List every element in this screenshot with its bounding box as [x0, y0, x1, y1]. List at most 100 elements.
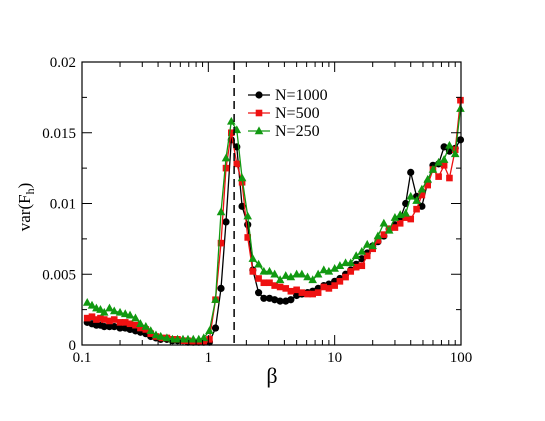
data-point [314, 289, 322, 296]
data-point [374, 236, 382, 244]
legend-label: N=1000 [275, 87, 328, 104]
data-point [260, 279, 268, 287]
data-point [424, 181, 431, 189]
data-point [309, 290, 316, 298]
data-point [110, 323, 118, 331]
tick-labels: 0.1 1 10 100 0 0.005 0.01 0.015 0.02 [42, 55, 472, 366]
y-tick-label: 0.01 [50, 197, 76, 213]
data-point [346, 258, 356, 267]
y-axis-label-base: var(F [15, 194, 34, 231]
data-point [126, 320, 134, 328]
data-point [109, 306, 119, 315]
legend-marker [255, 109, 263, 117]
series-line [86, 108, 462, 340]
data-point [440, 143, 448, 151]
data-point [287, 287, 295, 295]
data-point [271, 282, 278, 289]
data-point [380, 231, 388, 238]
series-n-500 [83, 96, 464, 346]
data-point [100, 323, 108, 331]
data-point [270, 269, 279, 278]
data-point [435, 173, 442, 180]
data-point [88, 313, 96, 320]
data-point [401, 208, 411, 217]
data-point [336, 278, 344, 285]
data-point [121, 319, 129, 326]
data-point [417, 184, 427, 193]
data-point [100, 316, 108, 323]
data-point [357, 247, 367, 255]
y-tick-label: 0 [69, 338, 77, 354]
data-point [266, 279, 273, 287]
data-point [222, 164, 230, 172]
data-point [303, 272, 312, 281]
data-point [390, 213, 400, 221]
legend-marker [254, 126, 264, 135]
y-tick-label: 0.015 [42, 126, 76, 142]
data-point [259, 266, 269, 275]
data-point [115, 307, 125, 316]
data-point [406, 191, 416, 200]
x-tick-label: 100 [450, 350, 473, 366]
data-point [373, 231, 383, 240]
data-point [120, 309, 130, 318]
tick-marks [81, 61, 462, 346]
data-point [87, 300, 97, 309]
data-point [221, 153, 231, 162]
data-point [200, 338, 208, 346]
data-point [228, 129, 235, 137]
data-point [450, 149, 460, 158]
data-point [308, 275, 317, 284]
data-point [126, 325, 134, 334]
data-point [298, 289, 306, 296]
data-point [260, 294, 268, 302]
data-point [331, 282, 338, 289]
data-point [423, 174, 432, 183]
data-point [407, 215, 415, 223]
legend-item: N=500 [248, 105, 320, 122]
data-point [254, 259, 263, 268]
data-point [255, 275, 262, 282]
data-point [282, 285, 290, 292]
legend-item: N=250 [248, 123, 320, 140]
data-point [199, 333, 209, 342]
data-point [439, 155, 449, 163]
data-point [83, 314, 91, 322]
data-point [233, 160, 241, 168]
data-point [248, 254, 258, 262]
data-point [227, 116, 236, 125]
data-point [286, 272, 296, 281]
data-point [97, 314, 104, 322]
data-point [217, 239, 225, 247]
data-point [188, 334, 198, 343]
data-point [271, 296, 279, 304]
data-point [151, 330, 161, 339]
series-n-250 [82, 104, 465, 343]
legend-marker [255, 91, 263, 99]
data-point [446, 174, 453, 182]
data-point [217, 284, 225, 292]
data-point [293, 286, 300, 294]
data-point [276, 297, 284, 305]
data-point [255, 289, 263, 297]
data-point [325, 285, 333, 292]
data-point [105, 303, 114, 312]
data-point [402, 214, 410, 221]
y-tick-label: 0.005 [42, 267, 76, 283]
data-point [173, 334, 182, 343]
data-point [265, 266, 274, 275]
data-point [418, 191, 426, 199]
data-point [137, 324, 144, 332]
data-point [358, 255, 366, 263]
data-point [132, 321, 139, 329]
data-point [391, 224, 399, 231]
data-point [206, 336, 213, 343]
data-point [358, 262, 366, 270]
data-point [379, 218, 389, 227]
data-point [106, 317, 113, 325]
data-point [131, 313, 140, 322]
series-line [87, 100, 462, 343]
legend-label: N=250 [275, 123, 320, 140]
data-point [413, 205, 420, 213]
